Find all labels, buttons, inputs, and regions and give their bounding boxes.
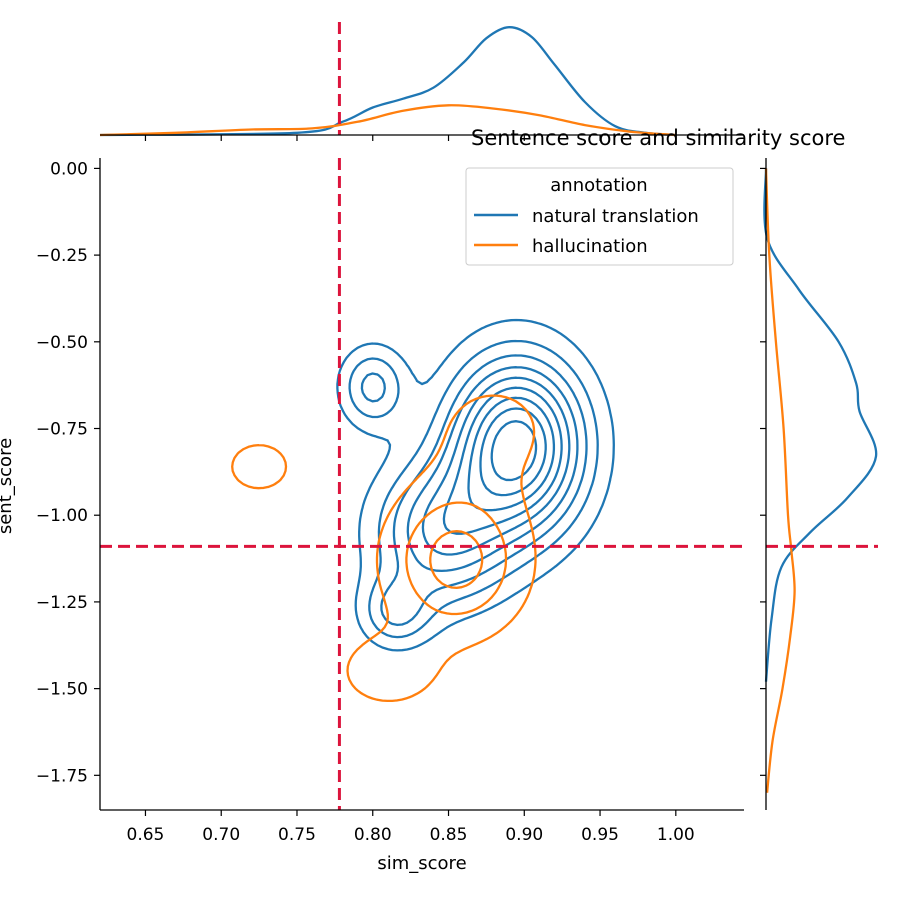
threshold-lines [100, 22, 878, 810]
x-tick-label: 0.85 [430, 825, 468, 845]
contour-natural-translation-8 [479, 407, 547, 497]
legend-label-hallucination: hallucination [532, 236, 648, 257]
main-contour-plot [231, 318, 615, 703]
right-marginal-natural-translation [763, 168, 878, 682]
contour-natural-translation-4 [406, 366, 579, 573]
x-axis-title: sim_score [377, 853, 466, 874]
top-marginal-plot [99, 26, 676, 137]
x-tick-label: 0.90 [505, 825, 543, 845]
x-tick-label: 0.70 [202, 825, 240, 845]
x-tick-label: 0.65 [127, 825, 165, 845]
top-marginal-hallucination [99, 104, 676, 137]
legend-frame [465, 167, 734, 266]
axes [99, 134, 767, 811]
contour-hallucination-2 [405, 501, 508, 616]
x-tick-label: 1.00 [657, 825, 695, 845]
contour-natural-translation-3 [360, 354, 588, 627]
contour-hallucination-3 [429, 530, 484, 590]
chart-title: Sentence score and similarity score [471, 126, 845, 150]
right-marginal-hallucination [764, 168, 796, 793]
x-tick-label: 0.75 [278, 825, 316, 845]
contour-hallucination-1 [231, 394, 537, 703]
y-tick-label: −1.00 [36, 506, 88, 526]
y-tick-label: −0.25 [36, 246, 88, 266]
contour-natural-translation-1 [336, 318, 615, 652]
y-tick-label: 0.00 [50, 159, 88, 179]
y-axis-title: sent_score [0, 438, 16, 534]
y-tick-label: −0.75 [36, 420, 88, 440]
y-tick-label: −1.50 [36, 680, 88, 700]
ticks: 0.65 0.70 0.75 0.80 0.85 0.90 0.95 1.00 0.00 −0.2… [36, 135, 766, 845]
top-marginal-natural-translation [99, 26, 676, 137]
y-tick-label: −0.50 [36, 333, 88, 353]
right-marginal-plot [763, 168, 878, 793]
y-tick-label: −1.75 [36, 766, 88, 786]
contour-natural-translation-7 [467, 396, 556, 512]
legend-label-natural-translation: natural translation [532, 206, 699, 227]
contour-natural-translation-2 [348, 339, 599, 639]
y-tick-label: −1.25 [36, 593, 88, 613]
x-tick-label: 0.95 [581, 825, 619, 845]
x-tick-label: 0.80 [354, 825, 392, 845]
legend: annotation natural translation hallucina… [465, 167, 734, 266]
contour-natural-translation-5 [421, 376, 571, 556]
legend-title: annotation [550, 175, 647, 196]
